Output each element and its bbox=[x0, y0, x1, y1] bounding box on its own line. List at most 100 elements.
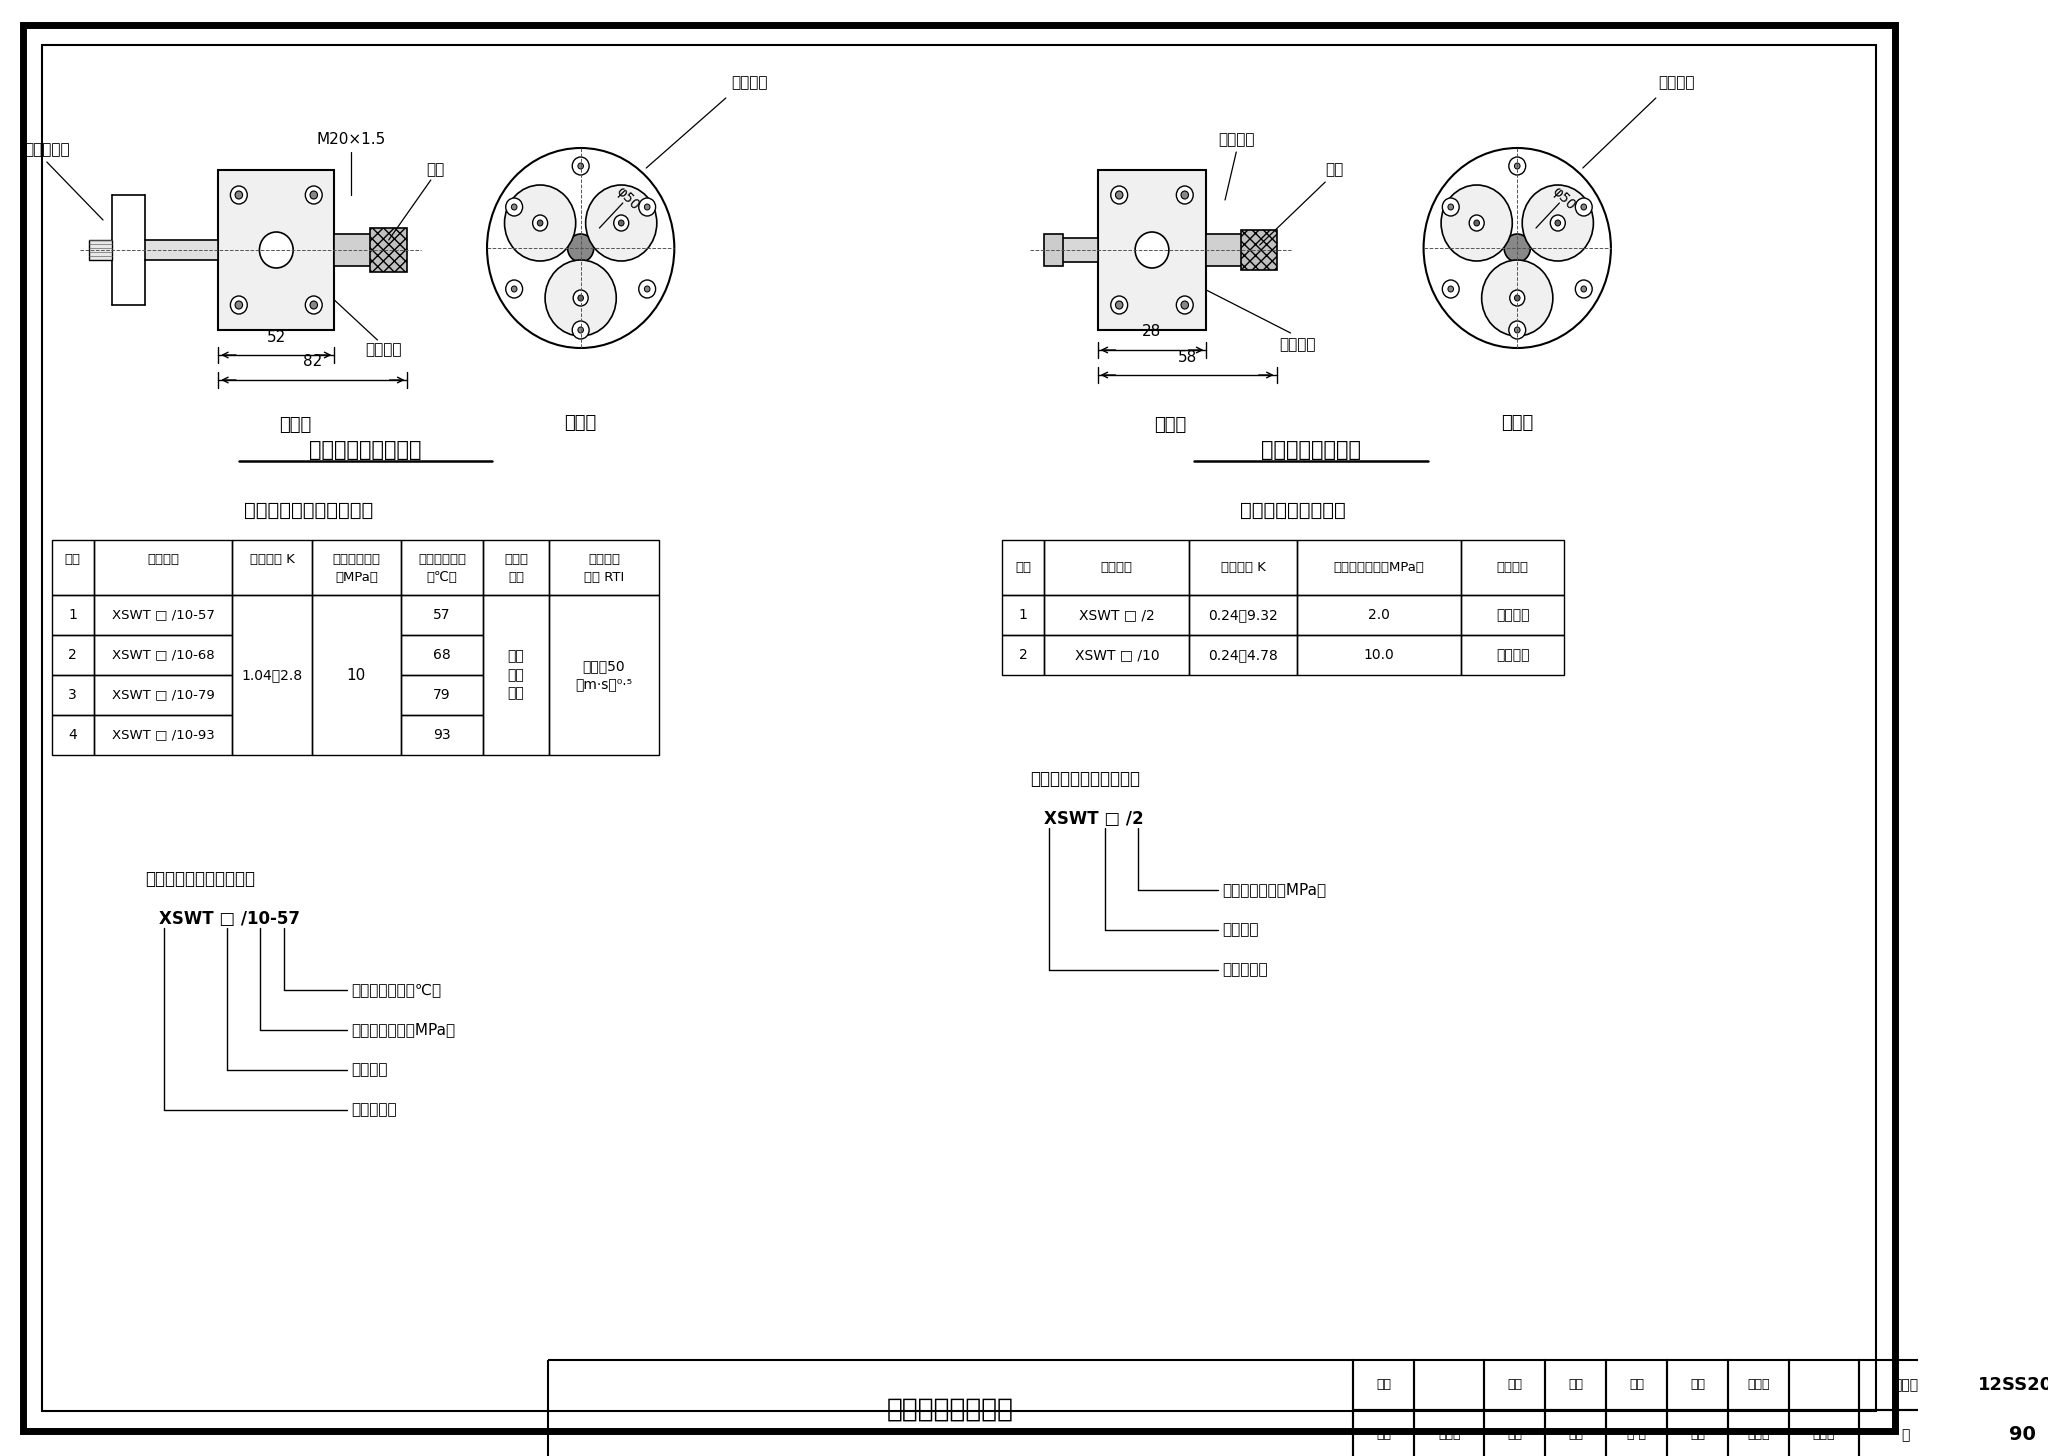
Bar bbox=[1059, 237, 1098, 262]
Bar bbox=[94, 635, 231, 676]
Text: 最低工作压力（MPa）: 最低工作压力（MPa） bbox=[350, 1022, 455, 1038]
Circle shape bbox=[1176, 186, 1194, 204]
Text: 细水雾喷头: 细水雾喷头 bbox=[1223, 962, 1268, 977]
Text: 90: 90 bbox=[2009, 1425, 2036, 1444]
Circle shape bbox=[309, 191, 317, 199]
Circle shape bbox=[618, 220, 625, 226]
Text: 流量系数: 流量系数 bbox=[350, 1063, 387, 1077]
Bar bbox=[549, 596, 659, 756]
Bar bbox=[1044, 635, 1190, 676]
Bar bbox=[1190, 596, 1296, 635]
Text: 开式式喷头外形图: 开式式喷头外形图 bbox=[1262, 440, 1362, 460]
Bar bbox=[1860, 1360, 1952, 1409]
Bar bbox=[1460, 540, 1565, 596]
Text: 感温玻璃泡: 感温玻璃泡 bbox=[25, 143, 70, 157]
Bar bbox=[1485, 1409, 1546, 1456]
Circle shape bbox=[578, 163, 584, 169]
Text: 页: 页 bbox=[1903, 1428, 1911, 1441]
Circle shape bbox=[1575, 280, 1591, 298]
Circle shape bbox=[537, 220, 543, 226]
Circle shape bbox=[1135, 232, 1169, 268]
Text: 细水雾喷头: 细水雾喷头 bbox=[350, 1102, 397, 1118]
Bar bbox=[1098, 170, 1206, 331]
Text: 12SS209: 12SS209 bbox=[1978, 1376, 2048, 1393]
Circle shape bbox=[1116, 301, 1122, 309]
Text: 流量系数: 流量系数 bbox=[1223, 923, 1260, 938]
Text: 接口螺纹: 接口螺纹 bbox=[1219, 132, 1255, 147]
Circle shape bbox=[645, 204, 649, 210]
Bar bbox=[94, 596, 231, 635]
Text: XSWT □ /10-93: XSWT □ /10-93 bbox=[111, 728, 215, 741]
Circle shape bbox=[236, 301, 242, 309]
Bar bbox=[401, 635, 483, 676]
Text: 审核: 审核 bbox=[1376, 1379, 1391, 1392]
Bar bbox=[1296, 540, 1460, 596]
Text: 图集号: 图集号 bbox=[1892, 1377, 1919, 1392]
Text: 1: 1 bbox=[1018, 609, 1028, 622]
Text: M20×1.5: M20×1.5 bbox=[317, 132, 385, 147]
Bar bbox=[1952, 1409, 2048, 1456]
Circle shape bbox=[1554, 220, 1561, 226]
Bar bbox=[1001, 540, 1044, 596]
Circle shape bbox=[639, 198, 655, 215]
Circle shape bbox=[571, 157, 590, 175]
Bar bbox=[51, 676, 94, 715]
Text: 序号: 序号 bbox=[1016, 561, 1032, 574]
Circle shape bbox=[512, 204, 516, 210]
Text: 高压闭式喷头外形图: 高压闭式喷头外形图 bbox=[309, 440, 422, 460]
Circle shape bbox=[309, 301, 317, 309]
Text: 公称动作温度: 公称动作温度 bbox=[418, 553, 467, 566]
Bar bbox=[51, 715, 94, 756]
Text: 校对: 校对 bbox=[1507, 1379, 1522, 1392]
Bar bbox=[549, 540, 659, 596]
Bar bbox=[1001, 635, 1044, 676]
Bar bbox=[51, 635, 94, 676]
Bar bbox=[1460, 596, 1565, 635]
Bar bbox=[1606, 1409, 1667, 1456]
Circle shape bbox=[1442, 280, 1458, 298]
Text: 最低工作压力: 最低工作压力 bbox=[332, 553, 381, 566]
Text: 韩建: 韩建 bbox=[1628, 1379, 1645, 1392]
Text: 闭式喷头型号意义示例：: 闭式喷头型号意义示例： bbox=[145, 871, 256, 888]
Circle shape bbox=[1110, 296, 1128, 314]
Circle shape bbox=[305, 186, 322, 204]
Text: 设计: 设计 bbox=[1690, 1379, 1706, 1392]
Text: 流量系数 K: 流量系数 K bbox=[250, 553, 295, 566]
Circle shape bbox=[506, 280, 522, 298]
Bar bbox=[51, 540, 94, 596]
Bar bbox=[549, 1360, 1354, 1456]
Text: 开式喷头技术参数表: 开式喷头技术参数表 bbox=[1239, 501, 1346, 520]
Text: 滤网: 滤网 bbox=[426, 163, 444, 178]
Text: 喷头本体: 喷头本体 bbox=[1278, 338, 1315, 352]
Bar bbox=[1667, 1360, 1729, 1409]
Text: 流量系数 K: 流量系数 K bbox=[1221, 561, 1266, 574]
Circle shape bbox=[1509, 157, 1526, 175]
Bar bbox=[1044, 596, 1190, 635]
Bar bbox=[311, 596, 401, 756]
Bar bbox=[219, 170, 334, 331]
Circle shape bbox=[506, 198, 522, 215]
Text: 58: 58 bbox=[1178, 349, 1196, 364]
Text: 类别: 类别 bbox=[508, 571, 524, 584]
Circle shape bbox=[567, 234, 594, 262]
Text: 68: 68 bbox=[434, 648, 451, 662]
Bar bbox=[1190, 635, 1296, 676]
Text: XSWT □ /2: XSWT □ /2 bbox=[1044, 810, 1145, 828]
Bar bbox=[1296, 635, 1460, 676]
Circle shape bbox=[586, 185, 657, 261]
Bar bbox=[1952, 1360, 2048, 1409]
Bar bbox=[1788, 1360, 1860, 1409]
Text: 微型喷嘴: 微型喷嘴 bbox=[731, 76, 768, 90]
Bar bbox=[371, 229, 408, 272]
Circle shape bbox=[1448, 204, 1454, 210]
Bar bbox=[401, 676, 483, 715]
Circle shape bbox=[1581, 285, 1587, 293]
Text: 序号: 序号 bbox=[66, 553, 80, 566]
Text: XSWT □ /10-79: XSWT □ /10-79 bbox=[111, 689, 215, 702]
Text: 审核: 审核 bbox=[1376, 1428, 1391, 1441]
Text: XSWT □ /10: XSWT □ /10 bbox=[1075, 648, 1159, 662]
Circle shape bbox=[1468, 215, 1485, 232]
Bar bbox=[1044, 234, 1063, 266]
Circle shape bbox=[1110, 186, 1128, 204]
Circle shape bbox=[504, 185, 575, 261]
